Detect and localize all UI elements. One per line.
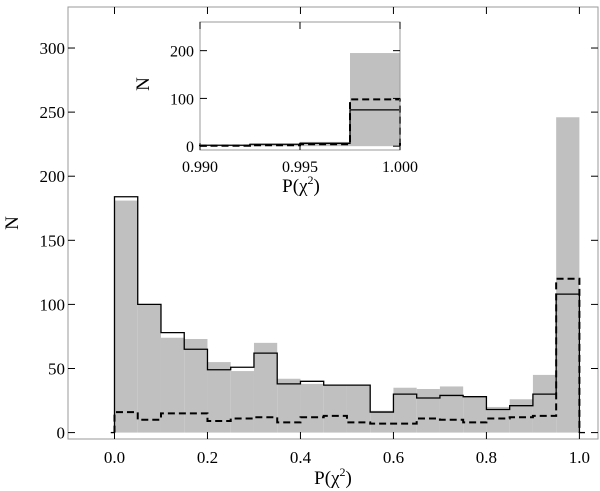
- main-gray-bar: [532, 374, 557, 433]
- inset-y-tick-label: 200: [170, 44, 194, 61]
- main-y-tick-label: 50: [48, 359, 65, 378]
- inset-y-tick-label: 100: [170, 91, 194, 108]
- main-x-tick-label: 0.4: [290, 448, 312, 467]
- main-gray-bar: [230, 371, 254, 433]
- main-x-tick-label: 0.0: [104, 448, 125, 467]
- inset-x-tick-label: 0.990: [182, 159, 218, 176]
- inset-x-axis-label: P(χ2): [282, 173, 320, 197]
- main-gray-bar: [253, 342, 278, 433]
- main-plot: 0.0 0.2 0.4 0.6 0.8 1.0 0 50 100 150 200 250 300 N P…: [2, 6, 599, 489]
- main-gray-bar: [439, 386, 464, 433]
- main-gray-bar: [346, 385, 371, 433]
- main-gray-bar: [114, 200, 138, 433]
- main-gray-bar: [370, 410, 394, 433]
- main-gray-bar: [300, 383, 324, 433]
- main-axis-ticks: 0.0 0.2 0.4 0.6 0.8 1.0 0 50 100 150 200 250 300: [40, 7, 598, 467]
- inset-x-axis-label-close: ): [314, 176, 320, 197]
- main-y-tick-label: 0: [57, 424, 66, 443]
- main-gray-bar: [463, 396, 487, 433]
- main-gray-bar: [509, 399, 533, 433]
- inset-x-tick-label: 0.995: [282, 159, 318, 176]
- main-x-axis-label-close: ): [346, 468, 352, 489]
- main-gray-histogram: [114, 117, 580, 433]
- inset-x-axis-label-superscript: 2: [308, 173, 314, 187]
- main-gray-bar: [486, 406, 510, 433]
- inset-gray-bar: [250, 143, 300, 147]
- main-gray-bar: [137, 304, 161, 433]
- main-x-tick-label: 0.2: [197, 448, 218, 467]
- inset-x-axis-label-text: P(χ: [282, 176, 308, 197]
- main-dashed-step-line: [113, 277, 581, 433]
- inset-axis-ticks: 0.990 0.995 1.000 0 100 200: [170, 22, 418, 176]
- inset-y-axis-label: N: [133, 77, 154, 91]
- main-gray-bar: [160, 337, 185, 433]
- main-x-tick-label: 0.8: [476, 448, 497, 467]
- main-x-tick-label: 1.0: [569, 448, 590, 467]
- main-y-tick-label: 100: [40, 295, 66, 314]
- main-y-tick-label: 300: [40, 39, 66, 58]
- main-gray-bar: [393, 387, 417, 433]
- inset-plot: 0.990 0.995 1.000 0 100 200 N P(χ2): [133, 21, 418, 197]
- main-gray-bar: [184, 339, 208, 433]
- main-gray-bar: [416, 389, 440, 433]
- main-y-tick-label: 200: [40, 167, 66, 186]
- main-x-axis-label-text: P(χ: [314, 468, 340, 489]
- main-plot-frame: [67, 6, 599, 440]
- main-x-axis-label: P(χ2): [314, 465, 352, 489]
- main-gray-bar: [277, 378, 301, 433]
- main-gray-bar: [207, 362, 231, 433]
- main-step-lines: [110, 196, 585, 434]
- main-x-tick-label: 0.6: [383, 448, 404, 467]
- main-y-tick-label: 150: [40, 231, 66, 250]
- main-gray-bar: [556, 117, 580, 433]
- main-solid-step-line: [113, 196, 581, 433]
- inset-x-tick-label: 1.000: [382, 159, 418, 176]
- main-y-axis-label: N: [2, 216, 23, 230]
- main-x-axis-label-superscript: 2: [340, 465, 346, 479]
- inset-y-tick-label: 0: [186, 139, 194, 156]
- main-gray-bar: [323, 385, 347, 433]
- main-y-tick-label: 250: [40, 103, 66, 122]
